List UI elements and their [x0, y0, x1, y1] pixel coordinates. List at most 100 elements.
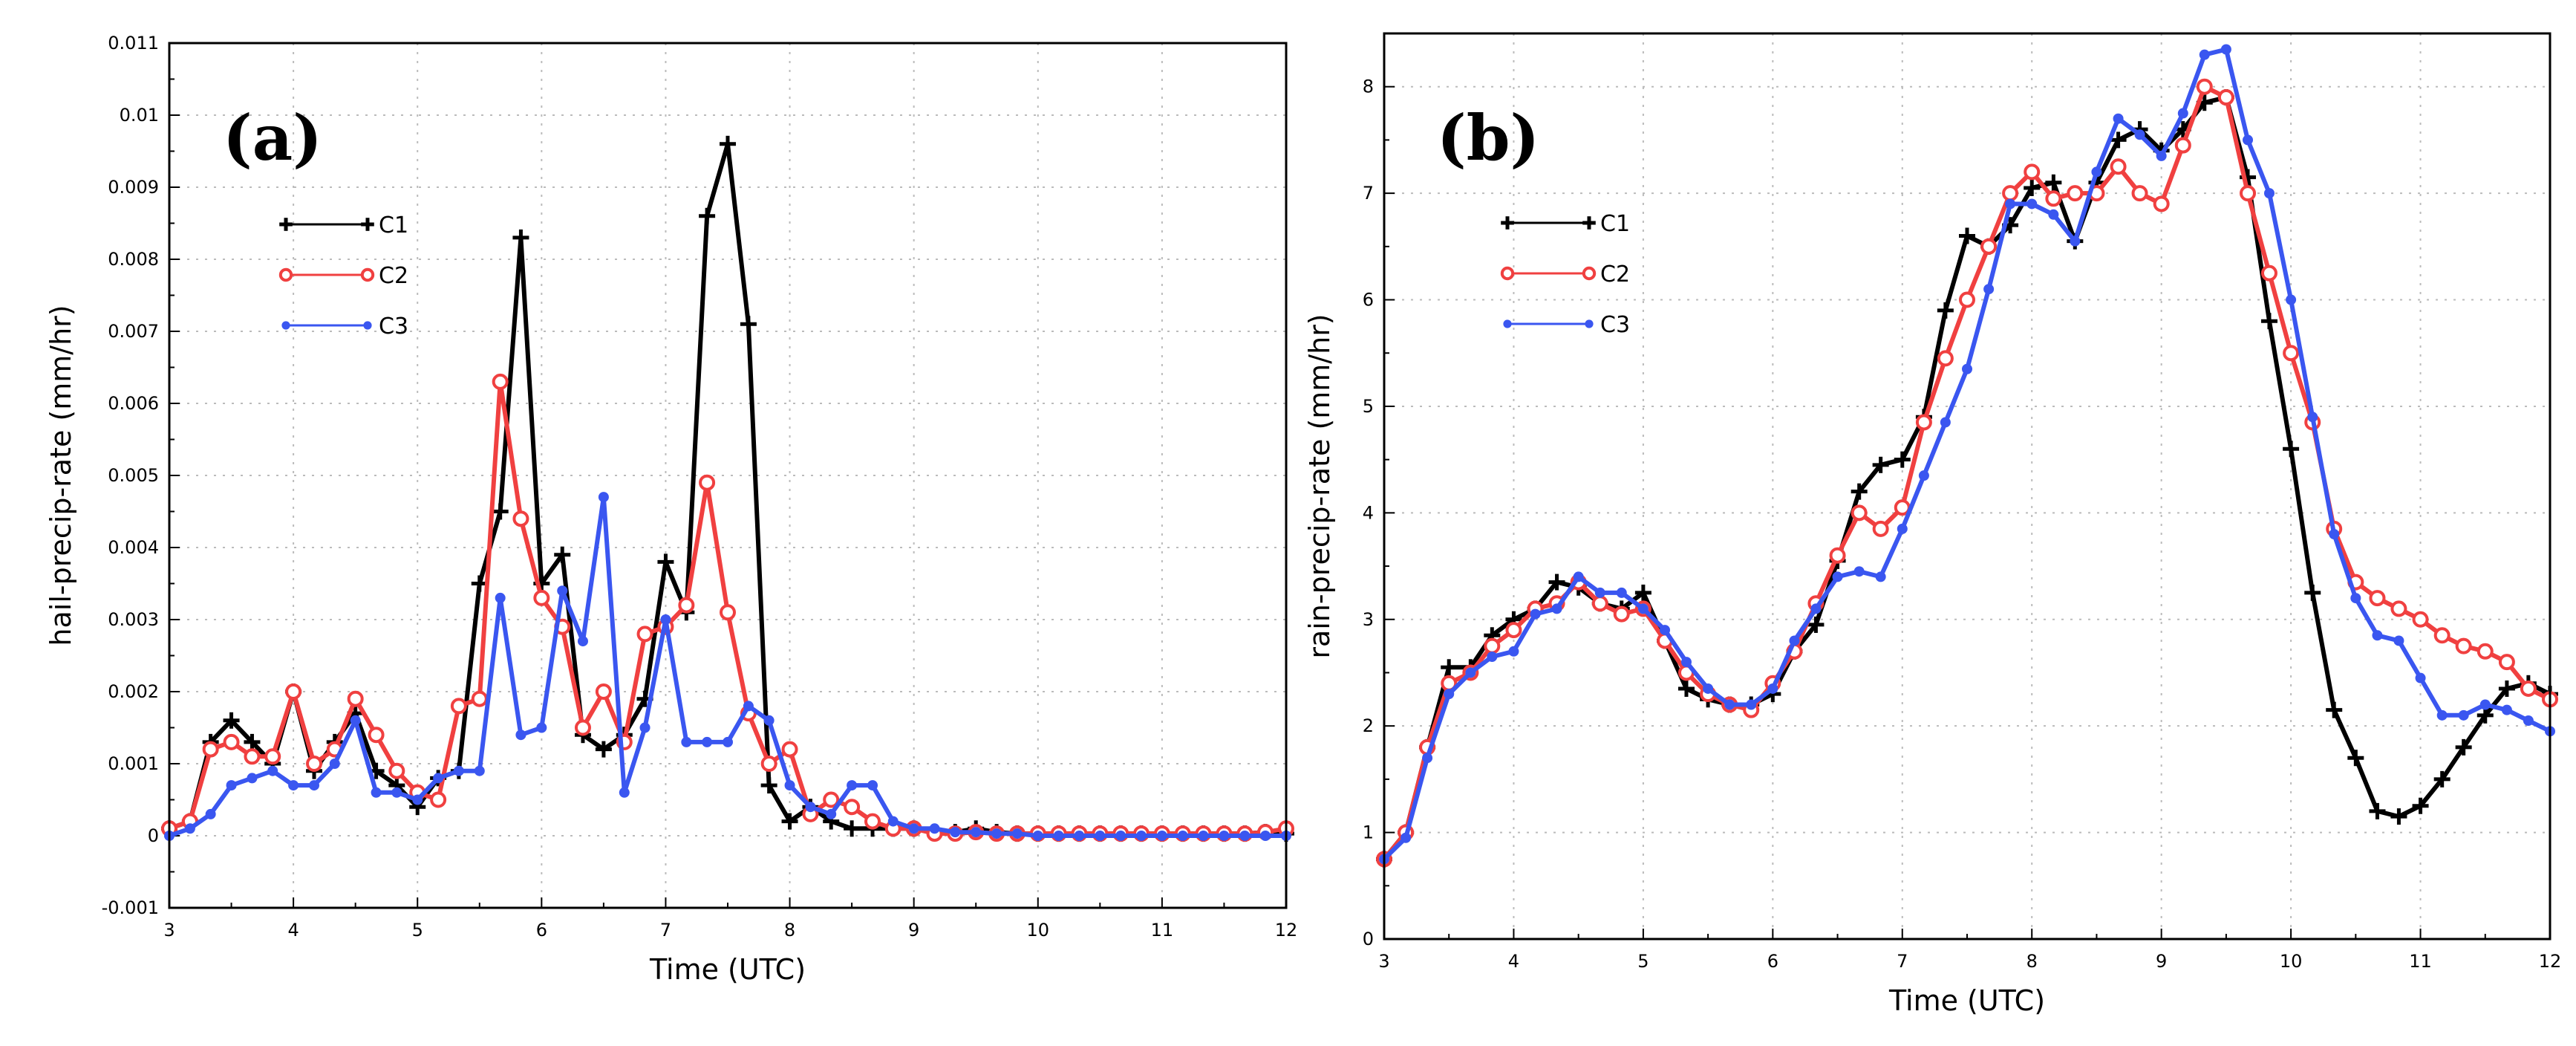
- pb-point-c2: [2067, 185, 2084, 202]
- pa-point-c2: [368, 727, 385, 744]
- pb-point-c3: [2005, 198, 2016, 209]
- pb-point-c3: [2026, 198, 2038, 209]
- pb-point-c3: [1660, 625, 1671, 636]
- pa-point-c1: [760, 777, 777, 794]
- panel-b-plot-frame: [1383, 32, 2551, 941]
- pa-point-c3: [1053, 831, 1064, 841]
- pa-point-c3: [1011, 828, 1023, 839]
- pb-x-tick-label: 3: [1378, 951, 1389, 972]
- pb-point-c3: [1616, 587, 1627, 598]
- pb-point-c3: [1789, 635, 1800, 646]
- pb-point-c2: [1505, 622, 1522, 639]
- pa-y-tick-label: 0.011: [108, 33, 159, 53]
- pb-x-tick-label: 6: [1767, 951, 1778, 972]
- panel-a-series: [161, 135, 1294, 842]
- pa-y-tick-label: 0.007: [108, 321, 159, 342]
- pb-point-c1: [2390, 808, 2407, 825]
- panel-a-label: (a): [223, 101, 322, 175]
- pa-x-tick-label: 9: [908, 920, 919, 941]
- pb-x-tick-label: 9: [2156, 951, 2167, 972]
- pa-point-c2: [388, 762, 405, 779]
- pa-y-tick-label: 0.006: [108, 393, 159, 414]
- pb-point-c3: [2263, 188, 2275, 199]
- pb-point-c2: [2131, 185, 2148, 202]
- pa-series-c3: [164, 492, 1291, 841]
- pb-point-c2: [2390, 600, 2407, 617]
- pb-point-c3: [1810, 603, 1822, 614]
- pa-point-c2: [471, 690, 488, 707]
- pb-point-c3: [1594, 587, 1605, 598]
- pb-point-c2: [2153, 195, 2170, 212]
- pa-point-c3: [1115, 831, 1126, 841]
- pa-point-c3: [433, 773, 444, 784]
- panel-a-hail-chart: 3 4 5 6 7 8 9 10 11 12 -0.001 0 0.001 0.002 0.003 0.004…: [45, 33, 1297, 986]
- pa-x-tick-label: 11: [1151, 920, 1174, 941]
- pb-point-c3: [2113, 113, 2124, 124]
- pa-line-c1: [169, 141, 1287, 837]
- pb-point-c1: [1959, 227, 1975, 244]
- pb-point-c2: [2002, 185, 2019, 202]
- pb-point-c2: [2476, 643, 2494, 660]
- pa-x-tick-label: 8: [784, 920, 795, 941]
- pb-point-c3: [1724, 699, 1735, 710]
- pb-point-c1: [2260, 313, 2277, 330]
- pa-point-c3: [184, 823, 195, 834]
- pb-y-tick-label: 6: [1363, 290, 1374, 311]
- pa-point-c3: [371, 787, 382, 798]
- pb-point-c2: [1959, 291, 1975, 308]
- pa-point-c2: [202, 741, 219, 758]
- pa-point-c2: [533, 589, 550, 606]
- pb-point-c3: [1530, 608, 1541, 620]
- pb-point-c3: [1401, 832, 1412, 843]
- pa-point-c1: [740, 316, 757, 333]
- pb-point-c1: [2433, 770, 2451, 787]
- pa-point-c3: [267, 765, 278, 776]
- pb-x-tick-label: 4: [1508, 951, 1519, 972]
- pa-legend-label-c2: C2: [379, 263, 408, 289]
- pb-line-c1: [1382, 95, 2551, 861]
- pa-point-c1: [657, 553, 674, 571]
- panel-a-ticks: 3 4 5 6 7 8 9 10 11 12 -0.001 0 0.001 0.002 0.003 0.004…: [102, 33, 1298, 941]
- pa-point-c1: [223, 712, 240, 729]
- pa-point-c2: [823, 791, 840, 808]
- pa-point-c3: [350, 715, 361, 726]
- pb-point-c2: [2240, 185, 2257, 202]
- pb-legend-label-c3: C3: [1600, 312, 1630, 338]
- pb-point-c1: [1677, 680, 1695, 697]
- pb-x-tick-label: 7: [1897, 951, 1908, 972]
- pb-point-c1: [2304, 584, 2321, 601]
- pb-point-c3: [1487, 651, 1498, 662]
- pb-point-c2: [2283, 345, 2300, 362]
- pb-point-c2: [2045, 190, 2062, 207]
- pa-point-c3: [557, 585, 568, 597]
- pa-point-c3: [1135, 831, 1147, 841]
- panel-a-legend: C1 C2 C3: [278, 212, 408, 340]
- pa-point-c1: [512, 229, 529, 246]
- pb-point-c3: [1983, 284, 1995, 295]
- panel-b-x-axis-label: Time (UTC): [1888, 984, 2045, 1017]
- pa-point-c3: [847, 780, 858, 791]
- pa-x-tick-label: 3: [163, 920, 175, 941]
- pb-x-tick-label: 8: [2026, 951, 2038, 972]
- pb-legend-marker-start: [1501, 216, 1514, 230]
- pb-line-c2: [1382, 84, 2551, 861]
- pa-x-tick-label: 10: [1027, 920, 1050, 941]
- pb-point-c2: [2455, 637, 2472, 654]
- pa-point-c3: [1177, 831, 1188, 841]
- pa-point-c2: [285, 683, 302, 700]
- pa-y-tick-label: 0.002: [108, 681, 159, 702]
- pa-point-c3: [598, 492, 609, 503]
- pb-point-c2: [1484, 637, 1501, 654]
- pa-point-c2: [450, 698, 467, 715]
- pa-point-c3: [867, 780, 878, 791]
- pa-point-c3: [929, 823, 940, 834]
- pb-point-c3: [2523, 715, 2534, 727]
- pb-legend-label-c2: C2: [1600, 262, 1630, 288]
- pb-point-c2: [1829, 547, 1846, 564]
- pa-point-c3: [515, 730, 526, 741]
- pa-point-c1: [844, 820, 861, 837]
- pb-point-c1: [1851, 483, 1868, 500]
